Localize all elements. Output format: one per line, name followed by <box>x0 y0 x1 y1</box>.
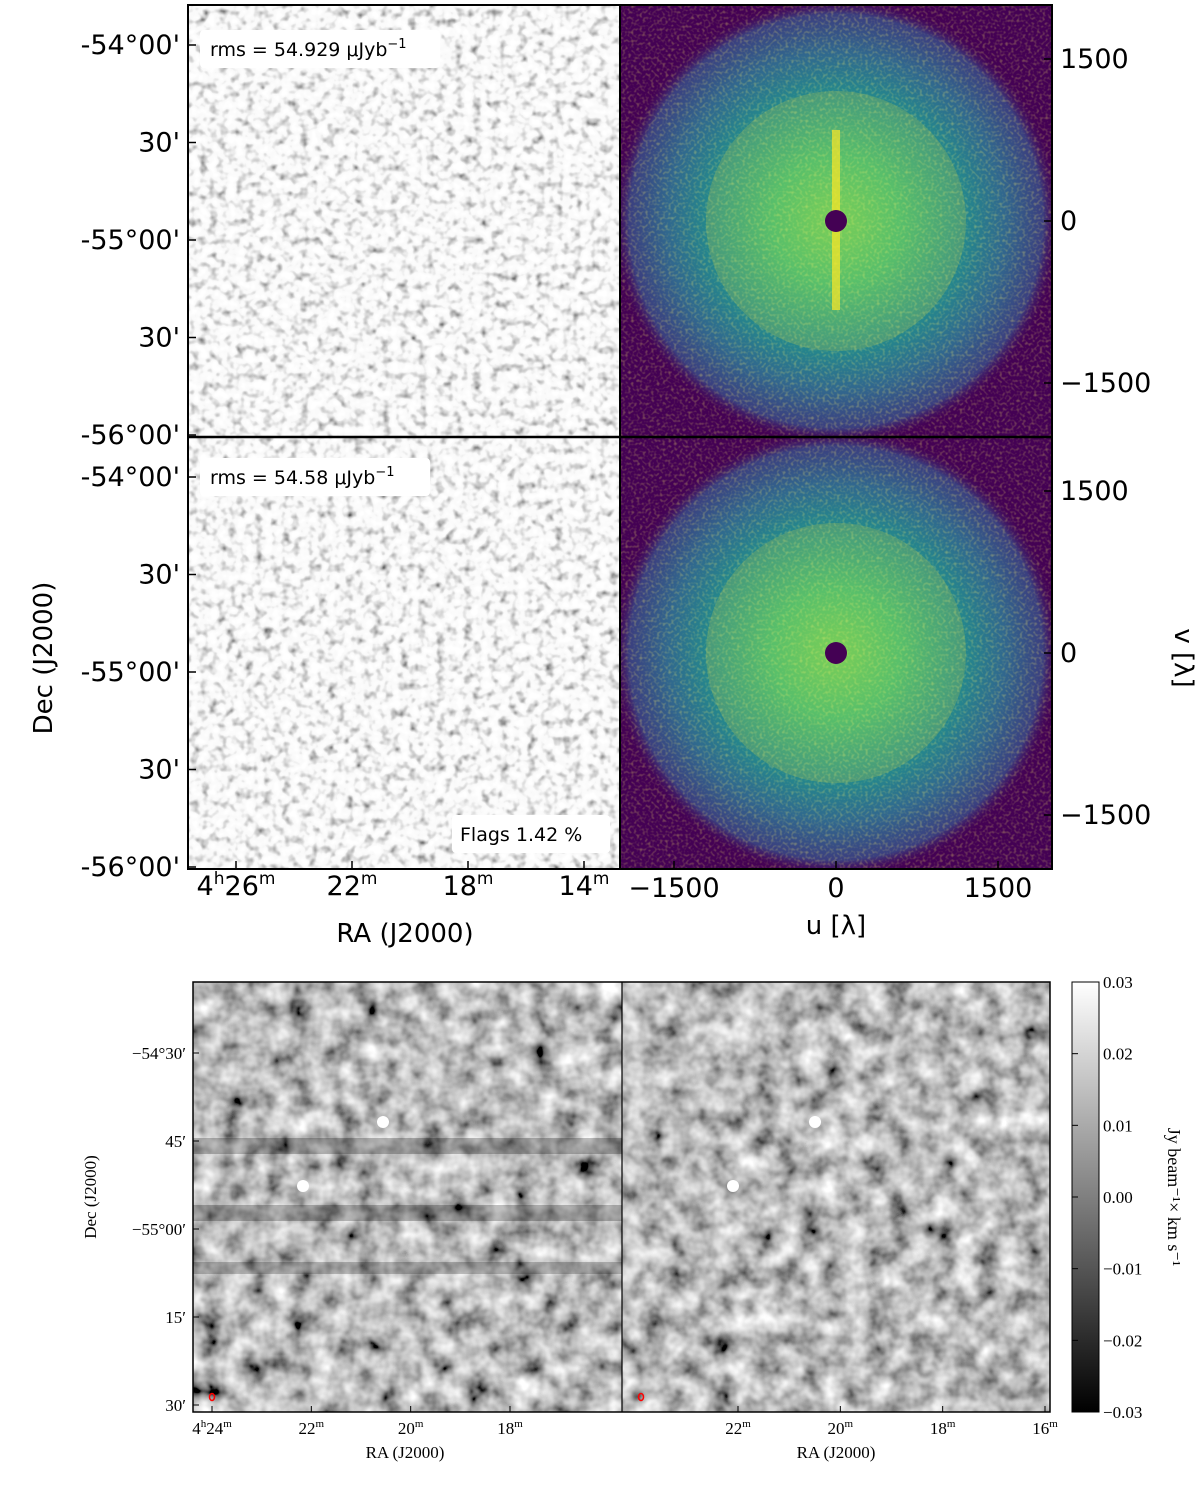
v-tick-label: 0 <box>1060 206 1077 237</box>
top-ra-tick-label: 14m <box>559 869 610 902</box>
rms-annotation-1: rms = 54.929 μJyb−1 <box>200 30 440 68</box>
top-dec-tick-label: 30' <box>138 560 180 591</box>
bottom-dec-tick-label: −55°00′ <box>132 1220 186 1239</box>
top-ra-tick-label: 4h26m <box>197 869 276 902</box>
bottom-ra-label-right: RA (J2000) <box>797 1443 876 1462</box>
bottom-ra-tick-label: 22m <box>299 1418 325 1438</box>
bottom-dec-tick-label: 30′ <box>165 1396 186 1415</box>
svg-text:rms = 54.929 μJyb−1: rms = 54.929 μJyb−1 <box>210 37 407 61</box>
top-dec-label: Dec (J2000) <box>29 582 59 735</box>
beam-marker-right <box>637 1392 645 1402</box>
u-axis-label: u [λ] <box>806 911 866 941</box>
top-dec-tick-label: -55°00' <box>81 657 180 688</box>
svg-text:rms = 54.58 μJyb−1: rms = 54.58 μJyb−1 <box>210 465 395 489</box>
v-axis-label: v [λ] <box>1168 628 1198 687</box>
bottom-ra-tick-label: 18m <box>930 1418 956 1438</box>
colorbar-tick-label: −0.01 <box>1103 1260 1142 1279</box>
top-dec-tick-label: -56°00' <box>81 420 180 451</box>
moment-map-right <box>622 982 1050 1487</box>
bottom-ra-tick-label: 20m <box>398 1418 424 1438</box>
bottom-dec-tick-label: −54°30′ <box>132 1044 186 1063</box>
v-tick-label: −1500 <box>1060 800 1151 831</box>
rms-annotation-2: rms = 54.58 μJyb−1 <box>200 458 430 496</box>
top-ra-ticks: 4h26m 22m 18m 14m <box>197 861 610 902</box>
moment-map-left <box>193 982 622 1487</box>
u-tick-label: 0 <box>827 873 844 904</box>
top-dec-tick-label: 30' <box>138 128 180 159</box>
bottom-ra-tick-label: 20m <box>828 1418 854 1438</box>
v-tick-label: 1500 <box>1060 44 1129 75</box>
top-dec-tick-label: -56°00' <box>81 852 180 883</box>
colorbar-tick-label: 0.02 <box>1103 1045 1133 1064</box>
bottom-ra-tick-label: 22m <box>725 1418 751 1438</box>
v-tick-label: 1500 <box>1060 476 1129 507</box>
uv-panel-1 <box>620 5 1052 437</box>
flags-annotation: Flags 1.42 % <box>452 815 610 853</box>
top-dec-tick-label: -54°00' <box>81 30 180 61</box>
colorbar-tick-label: 0.00 <box>1103 1188 1133 1207</box>
top-dec-tick-label: 30' <box>138 755 180 786</box>
bottom-ra-tick-label: 18m <box>497 1418 523 1438</box>
u-tick-label: 1500 <box>964 873 1033 904</box>
v-tick-label: 0 <box>1060 638 1077 669</box>
colorbar-tick-label: −0.03 <box>1103 1403 1142 1422</box>
image-panel-1 <box>188 5 620 437</box>
colorbar-tick-label: −0.02 <box>1103 1331 1142 1350</box>
top-dec-ticks: -54°00' 30' -55°00' 30' -56°00' -54°00' 30' -55… <box>81 30 196 883</box>
colorbar-ticks: 0.03 0.02 0.01 0.00 −0.01 −0.02 −0.03 <box>1072 973 1142 1422</box>
bottom-dec-tick-label: 45′ <box>165 1132 186 1151</box>
colorbar-tick-label: 0.03 <box>1103 973 1133 992</box>
bottom-figure: −54°30′ 45′ −55°00′ 15′ 30′ Dec (J2000) 4h24… <box>81 973 1184 1487</box>
u-tick-label: −1500 <box>628 873 719 904</box>
top-dec-tick-label: -55°00' <box>81 225 180 256</box>
top-ra-tick-label: 18m <box>443 869 494 902</box>
v-ticks: −1500 −1500 0 0 1500 1500 <box>1044 44 1151 831</box>
top-dec-tick-label: -54°00' <box>81 462 180 493</box>
bottom-ra-label-left: RA (J2000) <box>366 1443 445 1462</box>
top-figure: rms = 54.929 μJyb−1 rms = 54.58 μJyb−1 F… <box>29 4 1198 949</box>
top-ra-tick-label: 22m <box>327 869 378 902</box>
beam-marker-left <box>208 1392 216 1402</box>
bottom-dec-ticks: −54°30′ 45′ −55°00′ 15′ 30′ <box>132 1044 199 1415</box>
uv-panel-2 <box>620 437 1052 869</box>
bottom-ra-tick-label: 4h24m <box>192 1418 232 1438</box>
v-tick-label: −1500 <box>1060 368 1151 399</box>
svg-text:Flags 1.42 %: Flags 1.42 % <box>460 824 582 846</box>
u-ticks: −1500 0 1500 <box>628 861 1032 904</box>
image-panel-2 <box>188 437 620 869</box>
bottom-dec-tick-label: 15′ <box>165 1308 186 1327</box>
bottom-ra-ticks: 4h24m 22m 20m 18m 22m 20m 18m 16m <box>192 1406 1058 1438</box>
top-dec-tick-label: 30' <box>138 323 180 354</box>
colorbar-label: Jy beam⁻¹× km s⁻¹ <box>1164 1128 1184 1266</box>
top-ra-label: RA (J2000) <box>336 919 473 949</box>
bottom-ra-tick-label: 16m <box>1032 1418 1058 1438</box>
colorbar-tick-label: 0.01 <box>1103 1116 1133 1135</box>
bottom-dec-label: Dec (J2000) <box>81 1155 100 1239</box>
colorbar: 0.03 0.02 0.01 0.00 −0.01 −0.02 −0.03 Jy beam⁻… <box>1071 973 1184 1422</box>
